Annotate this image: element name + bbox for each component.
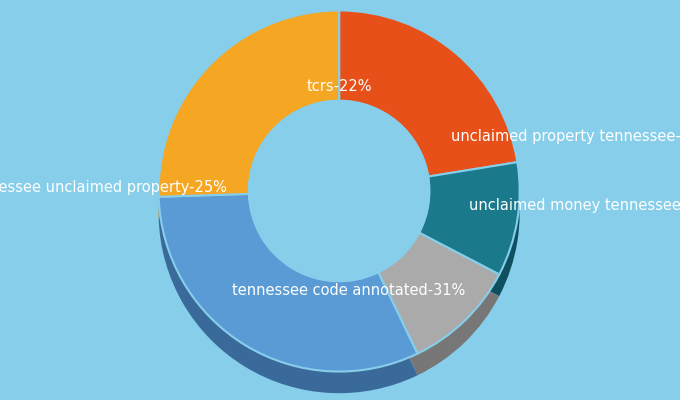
Wedge shape — [339, 10, 517, 176]
Wedge shape — [378, 254, 499, 375]
Text: unclaimed money tennessee-10%: unclaimed money tennessee-10% — [469, 198, 680, 213]
Wedge shape — [158, 10, 339, 197]
Wedge shape — [158, 32, 339, 218]
Wedge shape — [419, 162, 520, 274]
Text: tennessee code annotated-31%: tennessee code annotated-31% — [231, 283, 464, 298]
Circle shape — [249, 101, 429, 281]
Wedge shape — [419, 184, 520, 296]
Text: tennessee unclaimed property-25%: tennessee unclaimed property-25% — [0, 180, 227, 195]
Wedge shape — [378, 233, 499, 354]
Text: unclaimed property tennessee-10%: unclaimed property tennessee-10% — [451, 129, 680, 144]
Wedge shape — [339, 32, 517, 198]
Circle shape — [249, 122, 429, 303]
Wedge shape — [158, 194, 418, 372]
Text: tcrs-22%: tcrs-22% — [307, 79, 372, 94]
Wedge shape — [158, 216, 418, 393]
